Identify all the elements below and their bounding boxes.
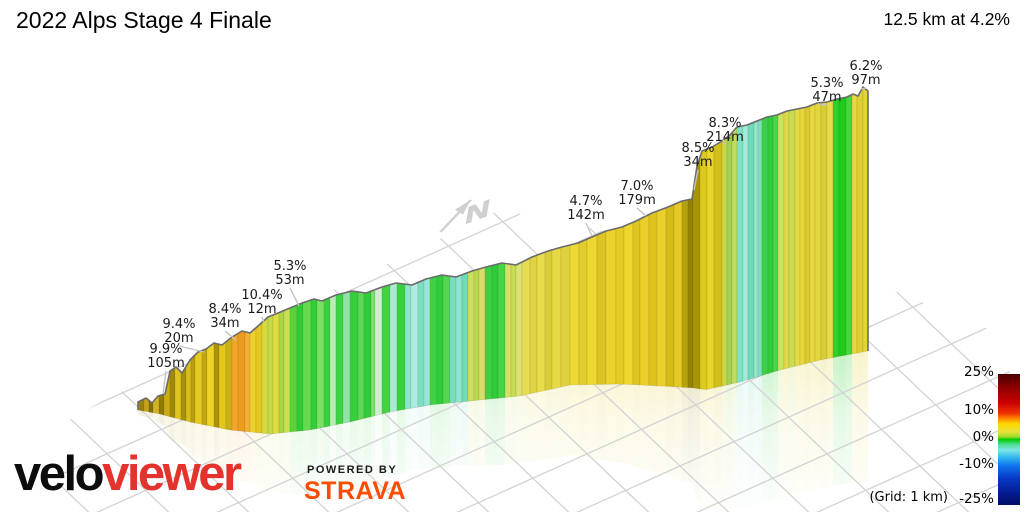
gradient-annotation: 8.4% 34m — [208, 302, 241, 331]
svg-text:N: N — [462, 194, 494, 231]
annotation-leader-line — [261, 316, 265, 324]
gradient-annotation: 8.5% 34m — [681, 141, 714, 170]
annotation-leader-line — [224, 330, 237, 341]
annotation-leader-line — [693, 169, 699, 191]
gradient-annotation: 4.7% 142m — [567, 194, 604, 223]
ride-summary: 12.5 km at 4.2% — [883, 9, 1010, 29]
elevation-ribbon — [137, 85, 869, 435]
gradient-annotation: 5.3% 53m — [273, 259, 306, 288]
gradient-annotation: 6.2% 97m — [849, 59, 882, 88]
annotation-leader-line — [636, 207, 647, 217]
north-arrow-icon: N — [439, 194, 494, 233]
profile-outline — [137, 86, 869, 410]
annotation-leader-line — [817, 103, 828, 106]
annotation-leader-line — [162, 370, 167, 395]
gradient-annotation: 8.3% 214m — [706, 116, 743, 145]
annotation-leader-line — [178, 345, 205, 353]
veloviewer-logo-velo: velo — [14, 447, 105, 501]
powered-by-label: POWERED BY — [307, 464, 398, 476]
veloviewer-logo[interactable]: veloviewer — [14, 447, 242, 501]
gradient-annotation: 5.3% 47m — [810, 76, 843, 105]
gradient-annotation: 7.0% 179m — [618, 179, 655, 208]
gradient-annotation: 9.4% 20m — [162, 317, 195, 346]
page-title: 2022 Alps Stage 4 Finale — [16, 7, 272, 33]
strava-logo[interactable]: STRAVA — [304, 477, 407, 505]
gradient-annotation: 9.9% 105m — [147, 342, 184, 371]
veloviewer-logo-viewer: viewer — [102, 447, 242, 501]
annotation-leader-line — [289, 287, 300, 307]
annotation-leader-line — [585, 222, 593, 237]
annotation-leader-line — [860, 87, 867, 90]
annotation-leader-line — [722, 139, 726, 146]
gradient-annotation: 10.4% 12m — [241, 288, 282, 317]
